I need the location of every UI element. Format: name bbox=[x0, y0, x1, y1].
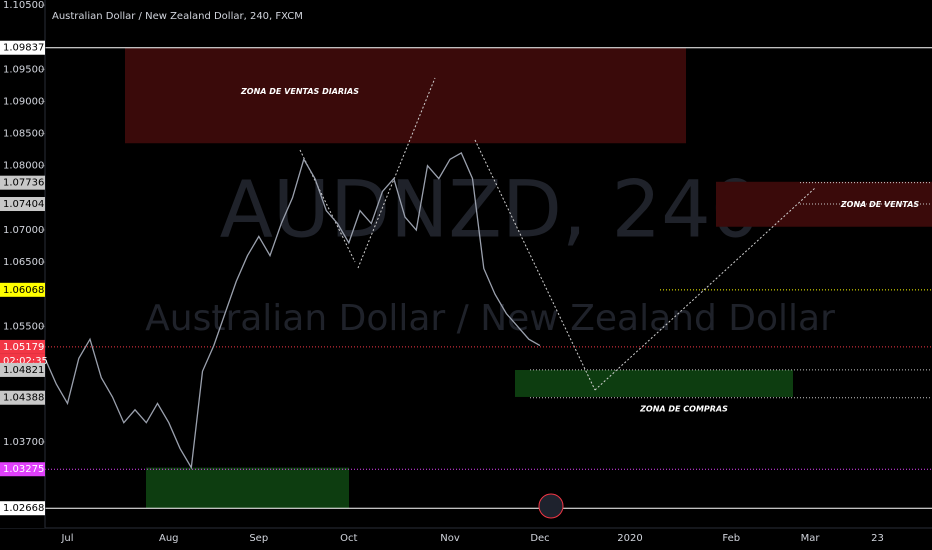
price-label: 1.07736 bbox=[3, 178, 44, 189]
price-label-box bbox=[0, 362, 45, 377]
arrow bbox=[594, 187, 816, 391]
price-line bbox=[44, 151, 541, 470]
price-label-box bbox=[0, 462, 45, 477]
y-tick-label: 1.09500 bbox=[3, 64, 44, 75]
price-label-box bbox=[0, 501, 45, 516]
price-label: 1.04821 bbox=[3, 365, 44, 376]
price-label-box bbox=[0, 390, 45, 405]
x-tick-label: Mar bbox=[801, 533, 821, 544]
y-tick-label: 1.10500 bbox=[3, 0, 44, 11]
x-tick-label: Oct bbox=[340, 533, 357, 544]
y-tick-label: 1.07000 bbox=[3, 225, 44, 236]
y-tick-label: 1.08500 bbox=[3, 129, 44, 140]
price-label: 1.07404 bbox=[3, 199, 44, 210]
zone bbox=[515, 369, 793, 397]
y-tick-label: 1.05500 bbox=[3, 321, 44, 332]
y-tick-label: 1.09000 bbox=[3, 96, 44, 107]
watermark-name: Australian Dollar / New Zealand Dollar bbox=[145, 298, 835, 339]
price-label-box bbox=[0, 339, 45, 354]
price-label-box bbox=[0, 197, 45, 212]
x-tick-label: 2020 bbox=[617, 533, 642, 544]
y-tick-label: 1.08000 bbox=[3, 161, 44, 172]
chart-title: Australian Dollar / New Zealand Dollar, … bbox=[52, 11, 303, 22]
price-label: 1.06068 bbox=[3, 285, 44, 296]
price-label: 1.05179 bbox=[3, 342, 44, 353]
countdown: 02:02:35 bbox=[3, 356, 48, 367]
price-axis bbox=[0, 0, 45, 528]
zone-label: ZONA DE COMPRAS bbox=[639, 404, 728, 413]
x-tick-label: 23 bbox=[871, 533, 884, 544]
zone-label: ZONA DE VENTAS DIARIAS bbox=[240, 87, 359, 96]
watermark-symbol: AUDNZD, 240 bbox=[220, 165, 761, 255]
price-label-box bbox=[0, 40, 45, 55]
zones: ZONA DE VENTAS DIARIAS ZONA DE VENTAS ZONA… bbox=[125, 47, 932, 509]
x-tick-label: Dec bbox=[530, 533, 549, 544]
x-tick-label: Sep bbox=[249, 533, 268, 544]
x-tick-label: Jul bbox=[60, 533, 73, 544]
y-tick-label: 1.06500 bbox=[3, 257, 44, 268]
price-label-box bbox=[0, 175, 45, 190]
x-tick-label: Aug bbox=[159, 533, 179, 544]
price-label: 1.09837 bbox=[3, 43, 44, 54]
price-label: 1.03275 bbox=[3, 464, 44, 475]
x-tick-label: Feb bbox=[722, 533, 740, 544]
zone bbox=[146, 467, 349, 509]
zone-label: ZONA DE VENTAS bbox=[840, 200, 920, 209]
y-tick-label: 1.03700 bbox=[3, 437, 44, 448]
price-label: 1.04388 bbox=[3, 393, 44, 404]
event-badge bbox=[538, 493, 564, 519]
price-label-box bbox=[0, 282, 45, 297]
x-tick-label: Nov bbox=[440, 533, 460, 544]
zone bbox=[125, 47, 686, 144]
price-label: 1.02668 bbox=[3, 503, 44, 514]
